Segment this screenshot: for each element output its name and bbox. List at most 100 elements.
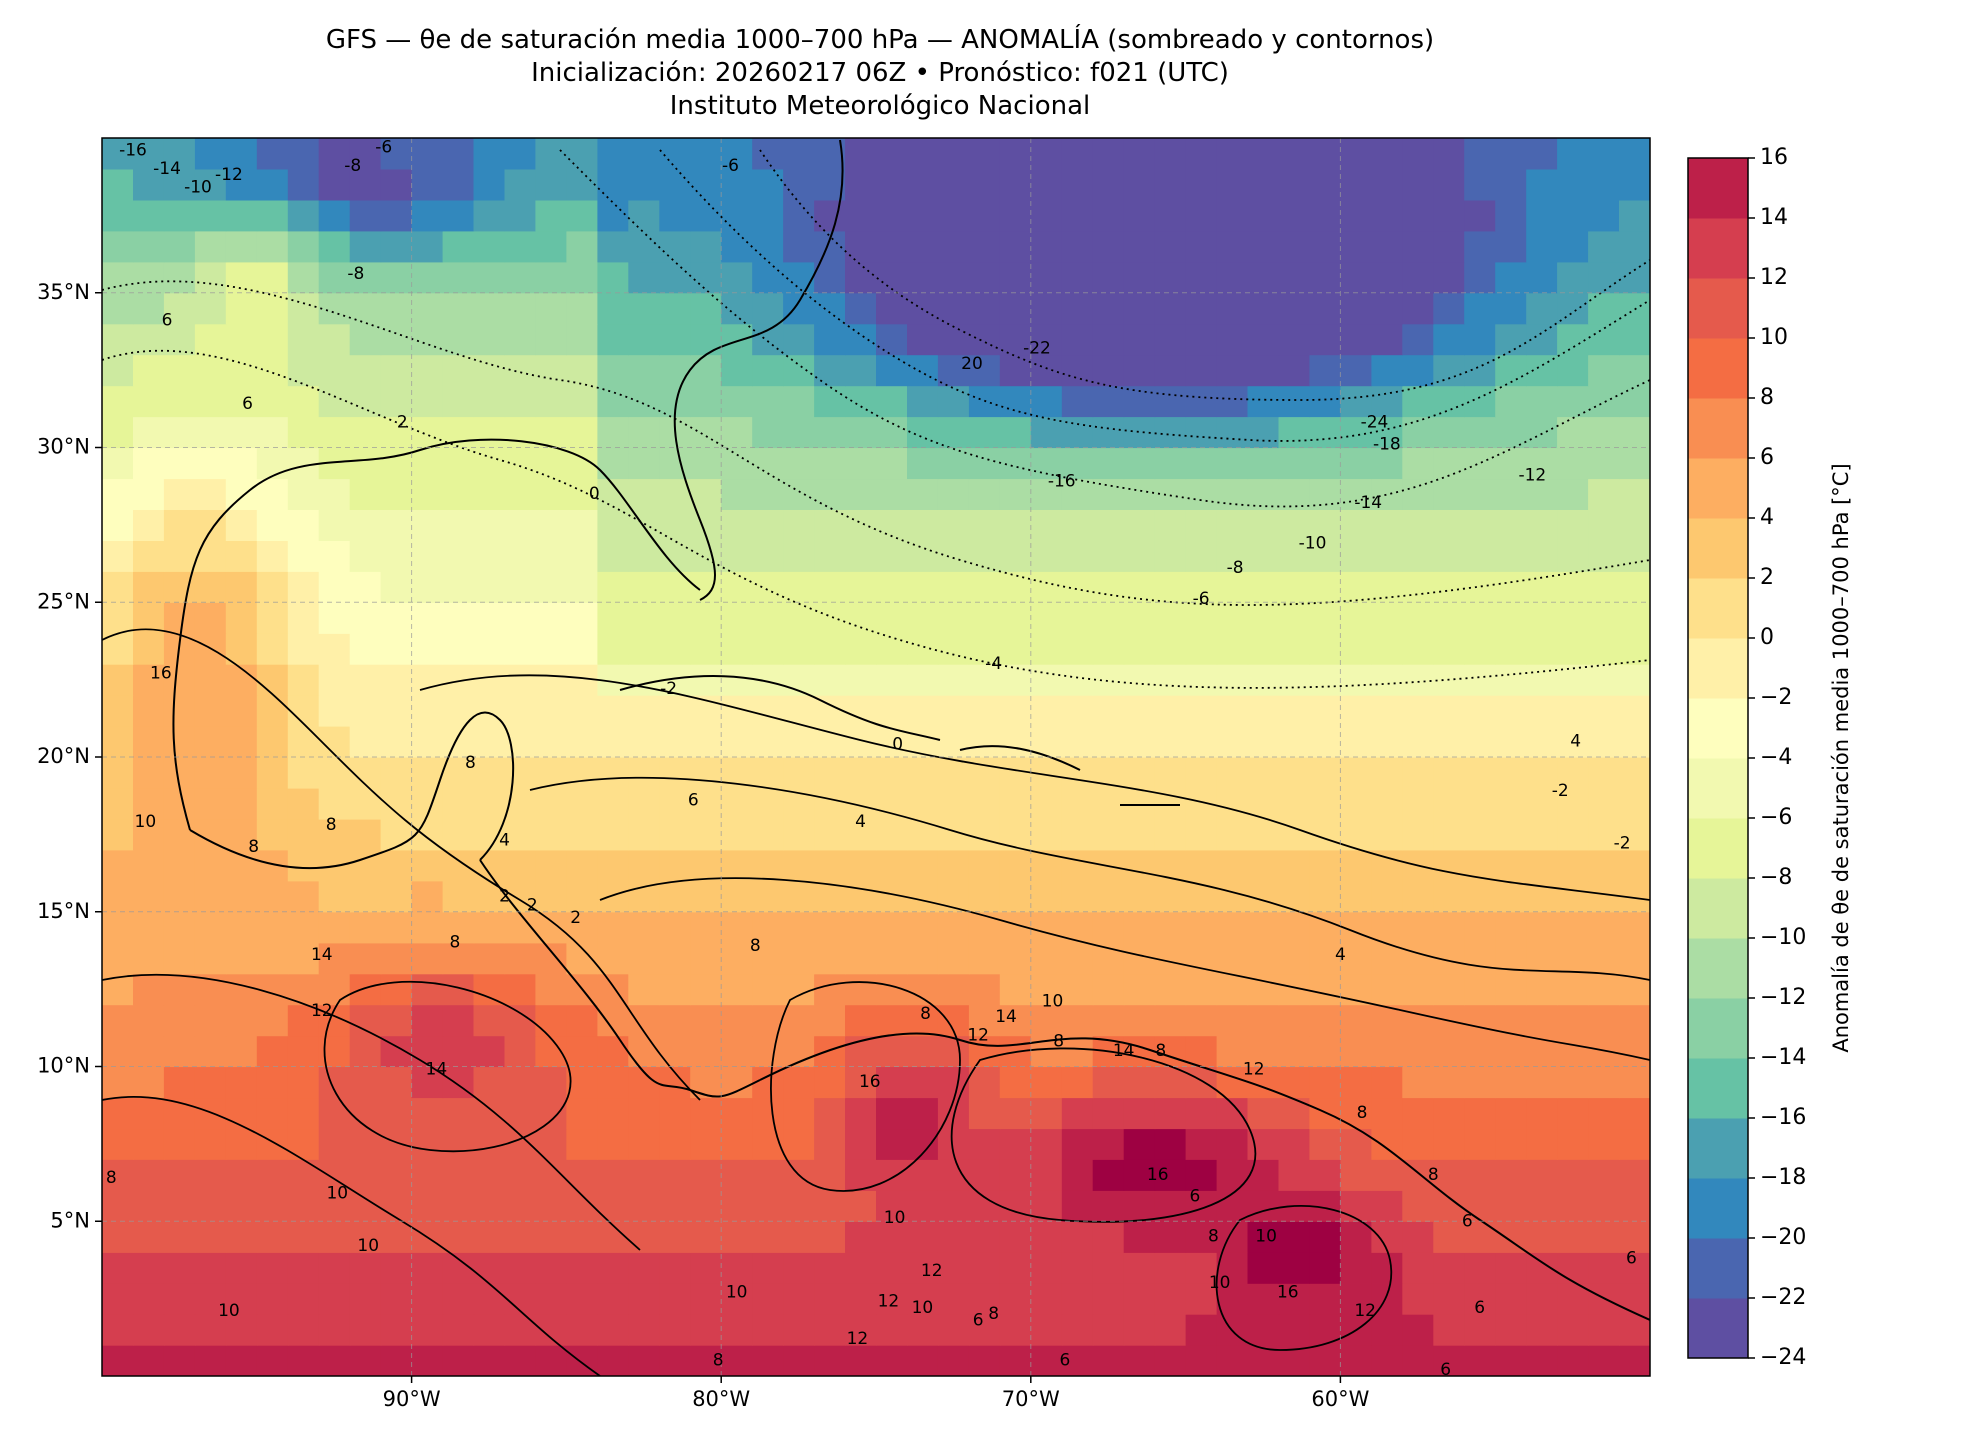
field-cell [752,880,784,913]
field-cell [163,1221,196,1253]
field-cell [380,602,413,634]
field-cell [287,571,320,603]
field-cell [1247,571,1280,603]
field-cell [349,199,382,232]
field-cell [442,199,475,232]
field-cell [1061,602,1094,634]
field-cell [1247,1283,1280,1315]
field-cell [256,168,289,201]
field-cell [814,385,846,418]
field-cell [1464,540,1496,572]
contour-label: 14 [1113,1041,1135,1061]
field-cell [1402,1221,1434,1253]
field-cell [194,849,227,882]
field-cell [1588,540,1620,572]
field-cell [102,911,134,944]
field-cell [628,385,660,418]
field-cell [845,416,877,449]
field-cell [1495,602,1527,634]
field-cell [721,880,753,913]
contour-line [950,1047,1257,1223]
field-cell [1216,1035,1249,1068]
field-cell [504,385,537,418]
field-cell [1154,1128,1187,1160]
field-cell [1340,633,1372,665]
field-cell [287,818,320,851]
field-cell [1030,261,1063,294]
contour-label: 8 [1428,1165,1439,1185]
field-cell [1371,726,1403,758]
contour-label: 14 [311,945,333,965]
field-cell [225,509,258,541]
field-cell [318,880,351,913]
field-cell [566,695,598,727]
field-cell [256,292,289,325]
colorbar-segment [1688,338,1748,399]
field-cell [1154,911,1187,944]
field-cell [1402,1035,1434,1068]
field-cell [133,230,165,263]
field-cell [1402,911,1434,944]
field-cell [1371,1159,1403,1191]
field-cell [1433,168,1465,201]
field-cell [1247,942,1280,975]
field-cell [1154,323,1187,356]
field-cell [1123,168,1156,201]
field-cell [225,385,258,418]
field-cell [999,695,1032,727]
contour-line [659,149,1650,442]
field-cell [1092,230,1125,263]
field-cell [1557,788,1589,820]
field-cell [1464,1345,1496,1376]
field-cell [133,849,165,882]
field-cell [597,323,629,356]
field-cell [287,478,320,510]
field-cell [1278,478,1311,510]
field-cell [999,478,1032,510]
field-cell [1309,1004,1341,1037]
field-cell [1216,261,1249,294]
field-cell [907,1035,939,1068]
field-cell [999,540,1032,572]
field-cell [968,416,1001,449]
field-cell [628,354,660,387]
field-cell [102,447,134,480]
field-cell [1185,1035,1218,1068]
field-cell [814,1252,846,1284]
field-cell [597,818,629,851]
field-cell [1495,1314,1527,1346]
field-cell [1154,385,1187,418]
field-cell [1092,416,1125,449]
field-cell [1092,1190,1125,1222]
field-cell [411,1159,444,1191]
field-cell [1619,1345,1650,1376]
field-cell [1092,447,1125,480]
field-cell [504,199,537,232]
field-cell [845,138,877,170]
field-cell [380,571,413,603]
field-cell [968,818,1001,851]
field-cell [907,1221,939,1253]
field-cell [1464,571,1496,603]
field-cell [1092,292,1125,325]
field-cell [1557,416,1589,449]
field-cell [194,911,227,944]
field-cell [1030,880,1063,913]
field-cell [318,1066,351,1099]
coastline-gulf-mexico [172,438,701,831]
field-cell [1185,571,1218,603]
field-cell [628,199,660,232]
contour-label: -6 [722,156,739,176]
field-cell [1185,199,1218,232]
field-cell [225,695,258,727]
field-cell [473,942,506,975]
contour-label: 6 [1626,1248,1637,1268]
field-cell [1464,447,1496,480]
field-cell [1247,168,1280,201]
field-cell [845,942,877,975]
field-cell [1340,1004,1372,1037]
field-cell [102,1128,134,1160]
field-cell [752,292,784,325]
field-cell [845,509,877,541]
field-cell [907,385,939,418]
